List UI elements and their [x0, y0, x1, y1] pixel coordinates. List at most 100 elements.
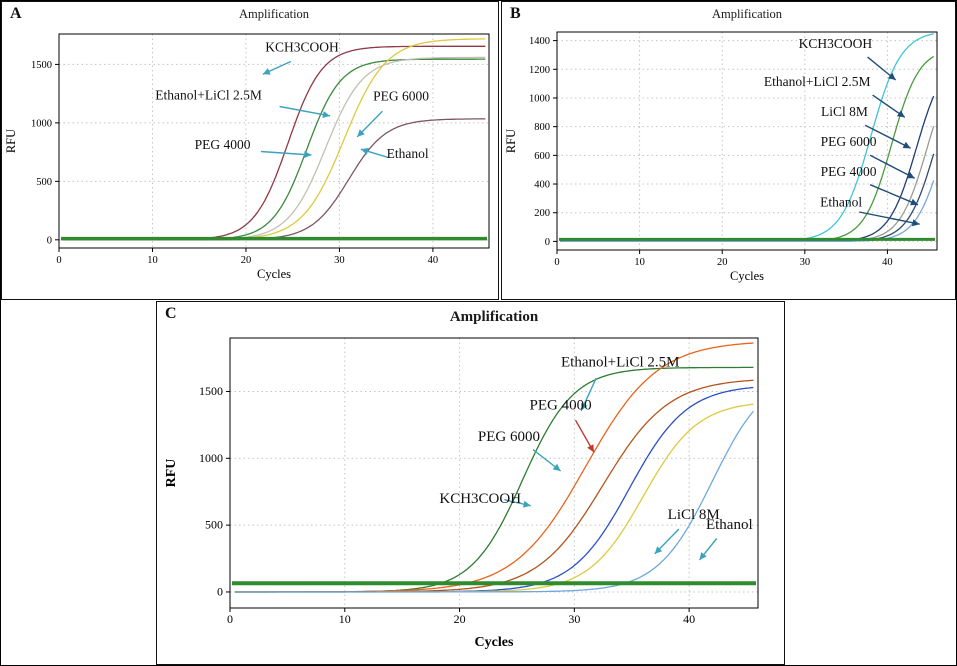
- annotation-label: KCH3COOH: [439, 491, 521, 507]
- x-axis-label: Cycles: [257, 267, 291, 281]
- y-tick-label: 1200: [529, 65, 550, 76]
- annotation-label: PEG 4000: [530, 398, 592, 414]
- annotation-label: KCH3COOH: [265, 40, 339, 55]
- annotation-label: Ethanol: [706, 517, 753, 533]
- annotation-label: PEG 4000: [821, 164, 877, 179]
- panel-letter: B: [510, 5, 521, 22]
- y-tick-label: 0: [217, 584, 223, 598]
- amplification-chart-c: 0 10 20 30 40 0 500 1000 1500 Cycles RFU Ethanol+Li…: [164, 337, 759, 650]
- y-axis-label: RFU: [504, 129, 518, 153]
- x-tick-label: 10: [147, 255, 158, 266]
- annotation-arrow: [859, 211, 920, 225]
- annotation-label: LiCl 8M: [821, 104, 868, 119]
- panel-b: B Amplification 0 10 20 30 40 0 200 400 600 800 10…: [501, 1, 956, 300]
- x-tick-label: 10: [339, 612, 351, 626]
- axis-ticks: [55, 63, 434, 252]
- annotation-label: PEG 6000: [478, 429, 540, 445]
- panel-a: A Amplification 0 10 20 30 40 0 500 1000 1500 Cyc…: [1, 1, 499, 300]
- annotation-arrowhead: [322, 111, 331, 118]
- annotation-arrowhead: [357, 129, 365, 137]
- annotation-arrowhead: [699, 552, 707, 560]
- annotation-arrowhead: [906, 171, 915, 179]
- chart-title: Amplification: [238, 7, 310, 21]
- y-tick-label: 0: [545, 237, 550, 248]
- annotation-arrowhead: [304, 151, 312, 159]
- series-licl-8m: [560, 95, 935, 243]
- annotation-label: Ethanol+LiCl 2.5M: [561, 355, 679, 371]
- plot-border: [229, 337, 759, 609]
- annotation-arrowhead: [262, 68, 271, 75]
- x-tick-label: 20: [241, 255, 252, 266]
- panel-letter: A: [10, 5, 22, 22]
- annotation-arrow: [869, 184, 919, 206]
- panel-c: C Amplification 0 10 20 30 40 0 500 1000 1500 Cyc…: [156, 301, 785, 665]
- x-tick-label: 20: [717, 257, 728, 268]
- annotations: KCH3COOH Ethanol+LiCl 2.5M PEG 6000 PEG 400…: [155, 40, 429, 161]
- annotation-arrowhead: [581, 402, 588, 411]
- x-tick-label: 30: [568, 612, 580, 626]
- annotation-arrowhead: [887, 72, 896, 80]
- y-tick-label: 1000: [199, 451, 223, 465]
- x-tick-label: 0: [227, 612, 233, 626]
- annotation-arrow: [869, 154, 916, 179]
- annotation-label: Ethanol: [820, 194, 862, 209]
- y-tick-label: 500: [205, 518, 223, 532]
- gridlines: [557, 32, 937, 250]
- annotation-label: LiCl 8M: [668, 507, 720, 523]
- y-tick-label: 1500: [199, 384, 223, 398]
- annotation-arrowhead: [552, 463, 561, 471]
- chart-title: Amplification: [449, 309, 539, 325]
- series-peg-4000: [234, 379, 754, 593]
- x-tick-label: 30: [334, 255, 345, 266]
- y-tick-label: 800: [534, 122, 550, 133]
- series-ethanol: [234, 410, 754, 593]
- series-ethanol-licl-2-5m: [560, 55, 935, 243]
- annotation-arrow: [279, 105, 331, 117]
- annotation-arrowhead: [523, 500, 531, 508]
- y-tick-label: 1000: [31, 118, 52, 129]
- y-axis-label: RFU: [164, 459, 179, 488]
- annotation-arrowhead: [902, 141, 911, 149]
- annotation-arrowhead: [896, 110, 905, 118]
- series-peg-4000: [560, 153, 935, 243]
- annotation-label: Ethanol+LiCl 2.5M: [764, 74, 871, 89]
- y-tick-label: 1500: [31, 60, 52, 71]
- annotation-arrow: [260, 150, 312, 156]
- annotation-label: KCH3COOH: [799, 36, 873, 51]
- annotation-arrowhead: [911, 219, 920, 227]
- x-axis-label: Cycles: [730, 269, 764, 283]
- chart-title: Amplification: [711, 7, 783, 21]
- y-tick-label: 1000: [529, 93, 550, 104]
- annotation-label: Ethanol+LiCl 2.5M: [155, 87, 262, 102]
- x-tick-label: 20: [454, 612, 466, 626]
- plot-border: [556, 31, 938, 251]
- y-tick-label: 600: [534, 151, 550, 162]
- x-tick-label: 40: [428, 255, 439, 266]
- annotation-arrow: [864, 124, 911, 149]
- series-kch3cooh: [234, 366, 754, 593]
- amplification-chart-a: 0 10 20 30 40 0 500 1000 1500 Cycles RFU KCH3COOH Et…: [4, 33, 490, 281]
- x-tick-label: 40: [683, 612, 695, 626]
- y-tick-label: 400: [534, 180, 550, 191]
- annotation-arrowhead: [587, 444, 594, 453]
- annotation-arrowhead: [910, 198, 918, 206]
- y-tick-label: 0: [47, 235, 52, 246]
- annotation-arrowhead: [654, 546, 663, 554]
- x-tick-label: 30: [800, 257, 811, 268]
- plot-border: [58, 33, 490, 249]
- series-ethanol-licl-2-5m: [234, 342, 754, 593]
- annotation-label: PEG 6000: [821, 134, 877, 149]
- annotation-label: Ethanol: [387, 146, 429, 161]
- x-tick-label: 40: [882, 257, 893, 268]
- x-tick-label: 0: [554, 257, 559, 268]
- gridlines: [230, 338, 758, 608]
- annotation-label: PEG 4000: [195, 137, 251, 152]
- series-peg-6000: [234, 386, 754, 593]
- annotations: Ethanol+LiCl 2.5M PEG 4000 PEG 6000 KCH3COO…: [439, 355, 753, 561]
- y-axis-label: RFU: [4, 129, 18, 153]
- tick-labels: 0 10 20 30 40 0 500 1000 1500: [31, 60, 438, 266]
- tick-labels: 0 10 20 30 40 0 500 1000 1500: [199, 384, 695, 626]
- x-axis-label: Cycles: [475, 635, 514, 650]
